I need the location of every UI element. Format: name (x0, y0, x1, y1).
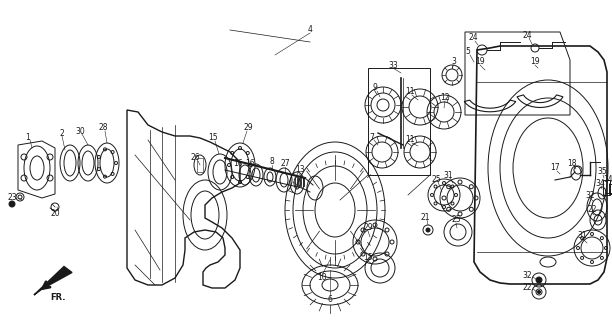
Text: 25: 25 (451, 215, 461, 225)
Text: 31: 31 (443, 171, 453, 180)
Text: 5: 5 (466, 47, 471, 57)
Text: 2: 2 (59, 129, 64, 138)
Text: 30: 30 (75, 126, 85, 135)
Text: 12: 12 (440, 93, 450, 102)
Ellipse shape (9, 201, 15, 207)
Text: 34: 34 (595, 179, 605, 188)
Text: 21: 21 (420, 213, 430, 222)
Text: 17: 17 (550, 164, 560, 172)
Text: 31: 31 (577, 230, 587, 239)
Text: 29: 29 (363, 223, 373, 233)
Text: 11: 11 (405, 135, 415, 145)
Polygon shape (34, 267, 72, 295)
Text: 28: 28 (99, 124, 108, 132)
Text: 32: 32 (523, 270, 532, 279)
Text: 11: 11 (405, 87, 415, 97)
Text: 22: 22 (523, 283, 532, 292)
Ellipse shape (536, 277, 542, 283)
Ellipse shape (426, 228, 430, 232)
Text: 33: 33 (388, 60, 398, 69)
Text: 8: 8 (270, 157, 274, 166)
Text: 4: 4 (308, 26, 313, 35)
Text: 16: 16 (233, 158, 243, 167)
Ellipse shape (537, 291, 540, 293)
Text: 9: 9 (373, 84, 378, 92)
Text: 29: 29 (243, 124, 253, 132)
Text: 7: 7 (370, 133, 375, 142)
Text: 35: 35 (597, 167, 607, 177)
Text: 24: 24 (468, 34, 478, 43)
Text: 3: 3 (452, 58, 457, 67)
Text: 1: 1 (26, 133, 31, 142)
Text: 26: 26 (190, 154, 200, 163)
Text: 19: 19 (530, 58, 540, 67)
Text: 24: 24 (522, 30, 532, 39)
Text: FR.: FR. (50, 293, 65, 302)
Text: 25: 25 (431, 175, 441, 185)
Text: 14: 14 (603, 175, 612, 185)
Text: 19: 19 (475, 58, 485, 67)
Text: 16: 16 (245, 158, 255, 167)
Text: 15: 15 (363, 253, 373, 262)
Text: 13: 13 (295, 165, 305, 174)
Text: 32: 32 (585, 190, 595, 199)
Text: 18: 18 (567, 158, 577, 167)
Text: 27: 27 (280, 159, 290, 169)
Text: 20: 20 (50, 209, 60, 218)
Text: 6: 6 (327, 295, 332, 305)
Text: 23: 23 (7, 194, 17, 203)
Text: 15: 15 (208, 133, 218, 142)
Text: 10: 10 (317, 274, 327, 283)
Text: 22: 22 (588, 205, 597, 214)
